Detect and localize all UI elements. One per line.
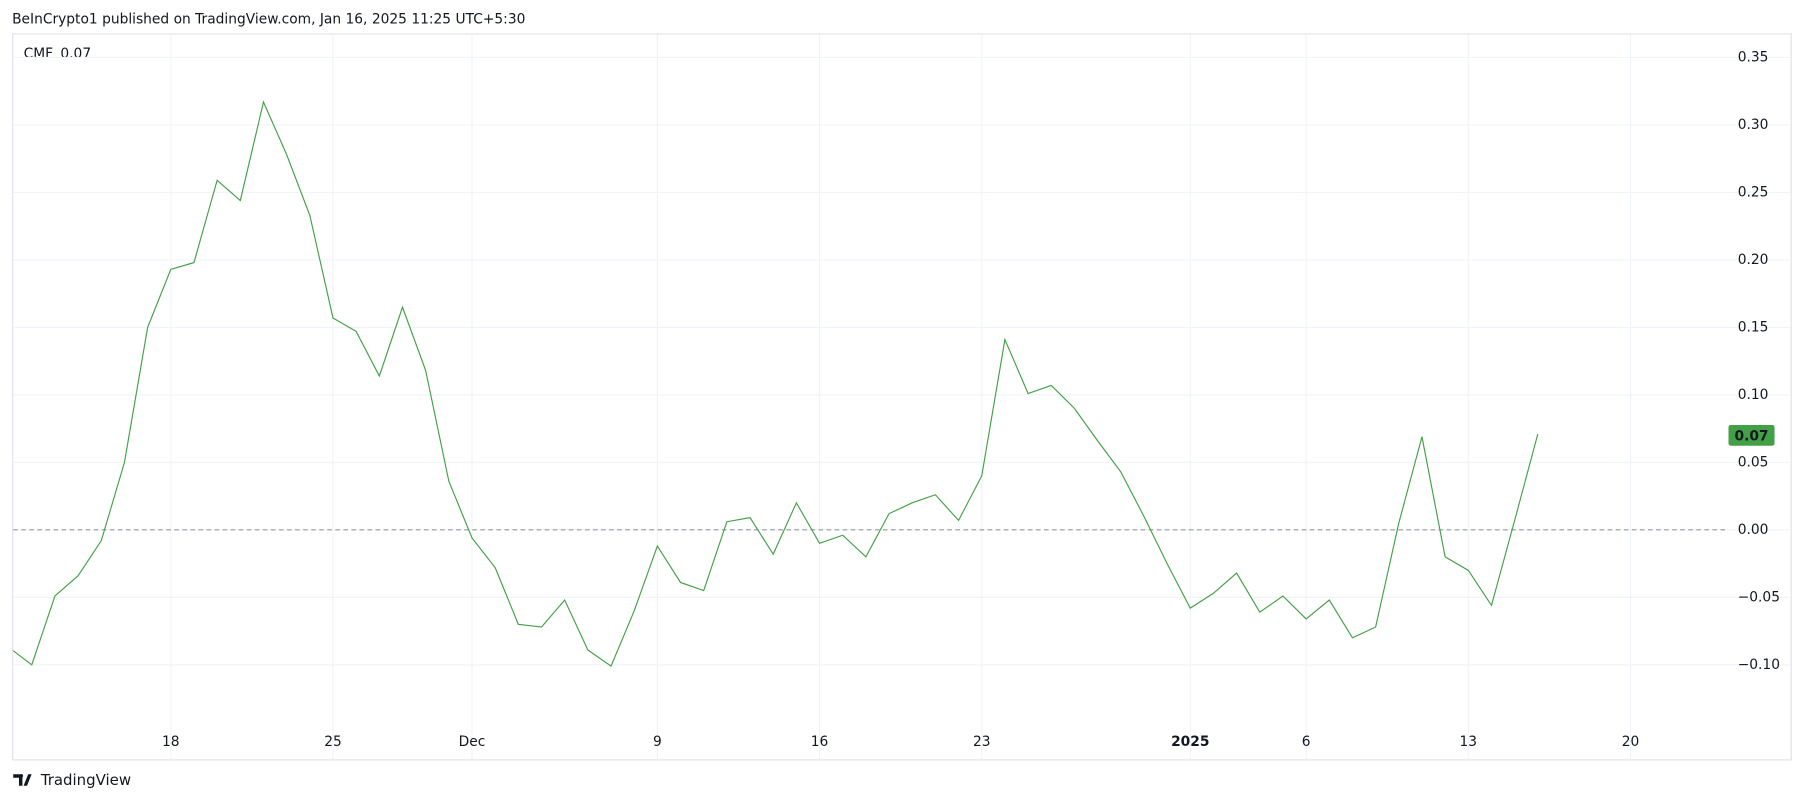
grid: [13, 34, 1791, 760]
y-tick-label: −0.05: [1738, 589, 1780, 605]
cmf-line: [13, 100, 1539, 668]
price-tag: [1728, 425, 1775, 446]
y-tick-label: 0.05: [1738, 454, 1769, 470]
x-tick-label: 16: [811, 734, 829, 750]
y-tick-label: 0.25: [1738, 184, 1769, 200]
y-tick-label: 0.00: [1738, 522, 1769, 538]
x-tick-label: 2025: [1171, 734, 1209, 750]
y-tick-label: 0.35: [1738, 49, 1769, 65]
y-tick-label: 0.20: [1738, 252, 1769, 268]
x-tick-label: 20: [1622, 734, 1640, 750]
x-tick-label: 23: [973, 734, 991, 750]
x-tick-label: 18: [162, 734, 180, 750]
y-tick-label: 0.10: [1738, 387, 1769, 403]
footer-logo: [13, 774, 32, 786]
price-tag-label: 0.07: [1734, 429, 1768, 445]
y-tick-label: 0.30: [1738, 117, 1769, 133]
x-tick-label: Dec: [459, 734, 486, 750]
y-tick-label: 0.15: [1738, 319, 1769, 335]
x-tick-label: 25: [324, 734, 342, 750]
chart-frame: [12, 33, 1792, 761]
footer-text: TradingView: [40, 771, 131, 789]
legend-value: 0.07: [60, 46, 91, 62]
x-tick-label: 6: [1302, 734, 1311, 750]
x-tick-label: 9: [653, 734, 662, 750]
y-tick-label: −0.10: [1738, 657, 1780, 673]
legend-name: CMF: [24, 46, 54, 62]
x-tick-label: 13: [1460, 734, 1478, 750]
header: BeInCrypto1 published on TradingView.com…: [12, 12, 525, 28]
